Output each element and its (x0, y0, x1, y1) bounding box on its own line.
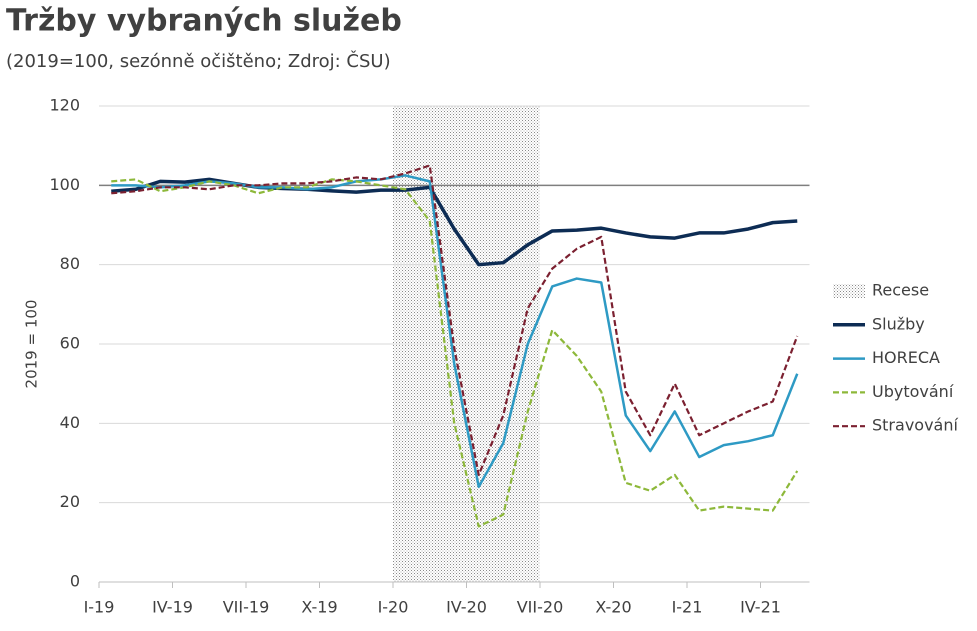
y-tick-label: 0 (70, 572, 80, 591)
legend-label: Služby (872, 314, 925, 333)
x-tick-label: IV-19 (152, 598, 193, 617)
y-tick-label: 20 (60, 492, 80, 511)
y-tick-label: 60 (60, 334, 80, 353)
legend-label: Ubytování (872, 382, 954, 401)
chart-subtitle: (2019=100, sezónně očištěno; Zdroj: ČSU) (6, 50, 391, 72)
series-line (111, 174, 799, 489)
legend-swatch (833, 284, 865, 298)
y-tick-label: 40 (60, 413, 80, 432)
legend-label: HORECA (872, 348, 940, 367)
x-tick-label: VII-19 (223, 598, 270, 617)
y-tick-label: 120 (49, 96, 80, 115)
x-tick-label: I-19 (84, 598, 115, 617)
x-tick-label: VII-20 (517, 598, 564, 617)
x-tick-label: I-21 (672, 598, 703, 617)
series-line (111, 178, 799, 528)
y-axis-label: 2019 = 100 (23, 300, 41, 389)
legend-label: Recese (872, 281, 929, 300)
series-line (111, 164, 799, 476)
x-tick-label: X-19 (301, 598, 337, 617)
y-tick-label: 100 (49, 175, 80, 194)
x-tick-label: IV-21 (740, 598, 781, 617)
x-tick-label: X-20 (595, 598, 631, 617)
x-tick-label: IV-20 (446, 598, 487, 617)
y-tick-label: 80 (60, 254, 80, 273)
x-tick-label: I-20 (378, 598, 409, 617)
legend-label: Stravování (872, 416, 958, 435)
chart-title: Tržby vybraných služeb (6, 4, 402, 39)
